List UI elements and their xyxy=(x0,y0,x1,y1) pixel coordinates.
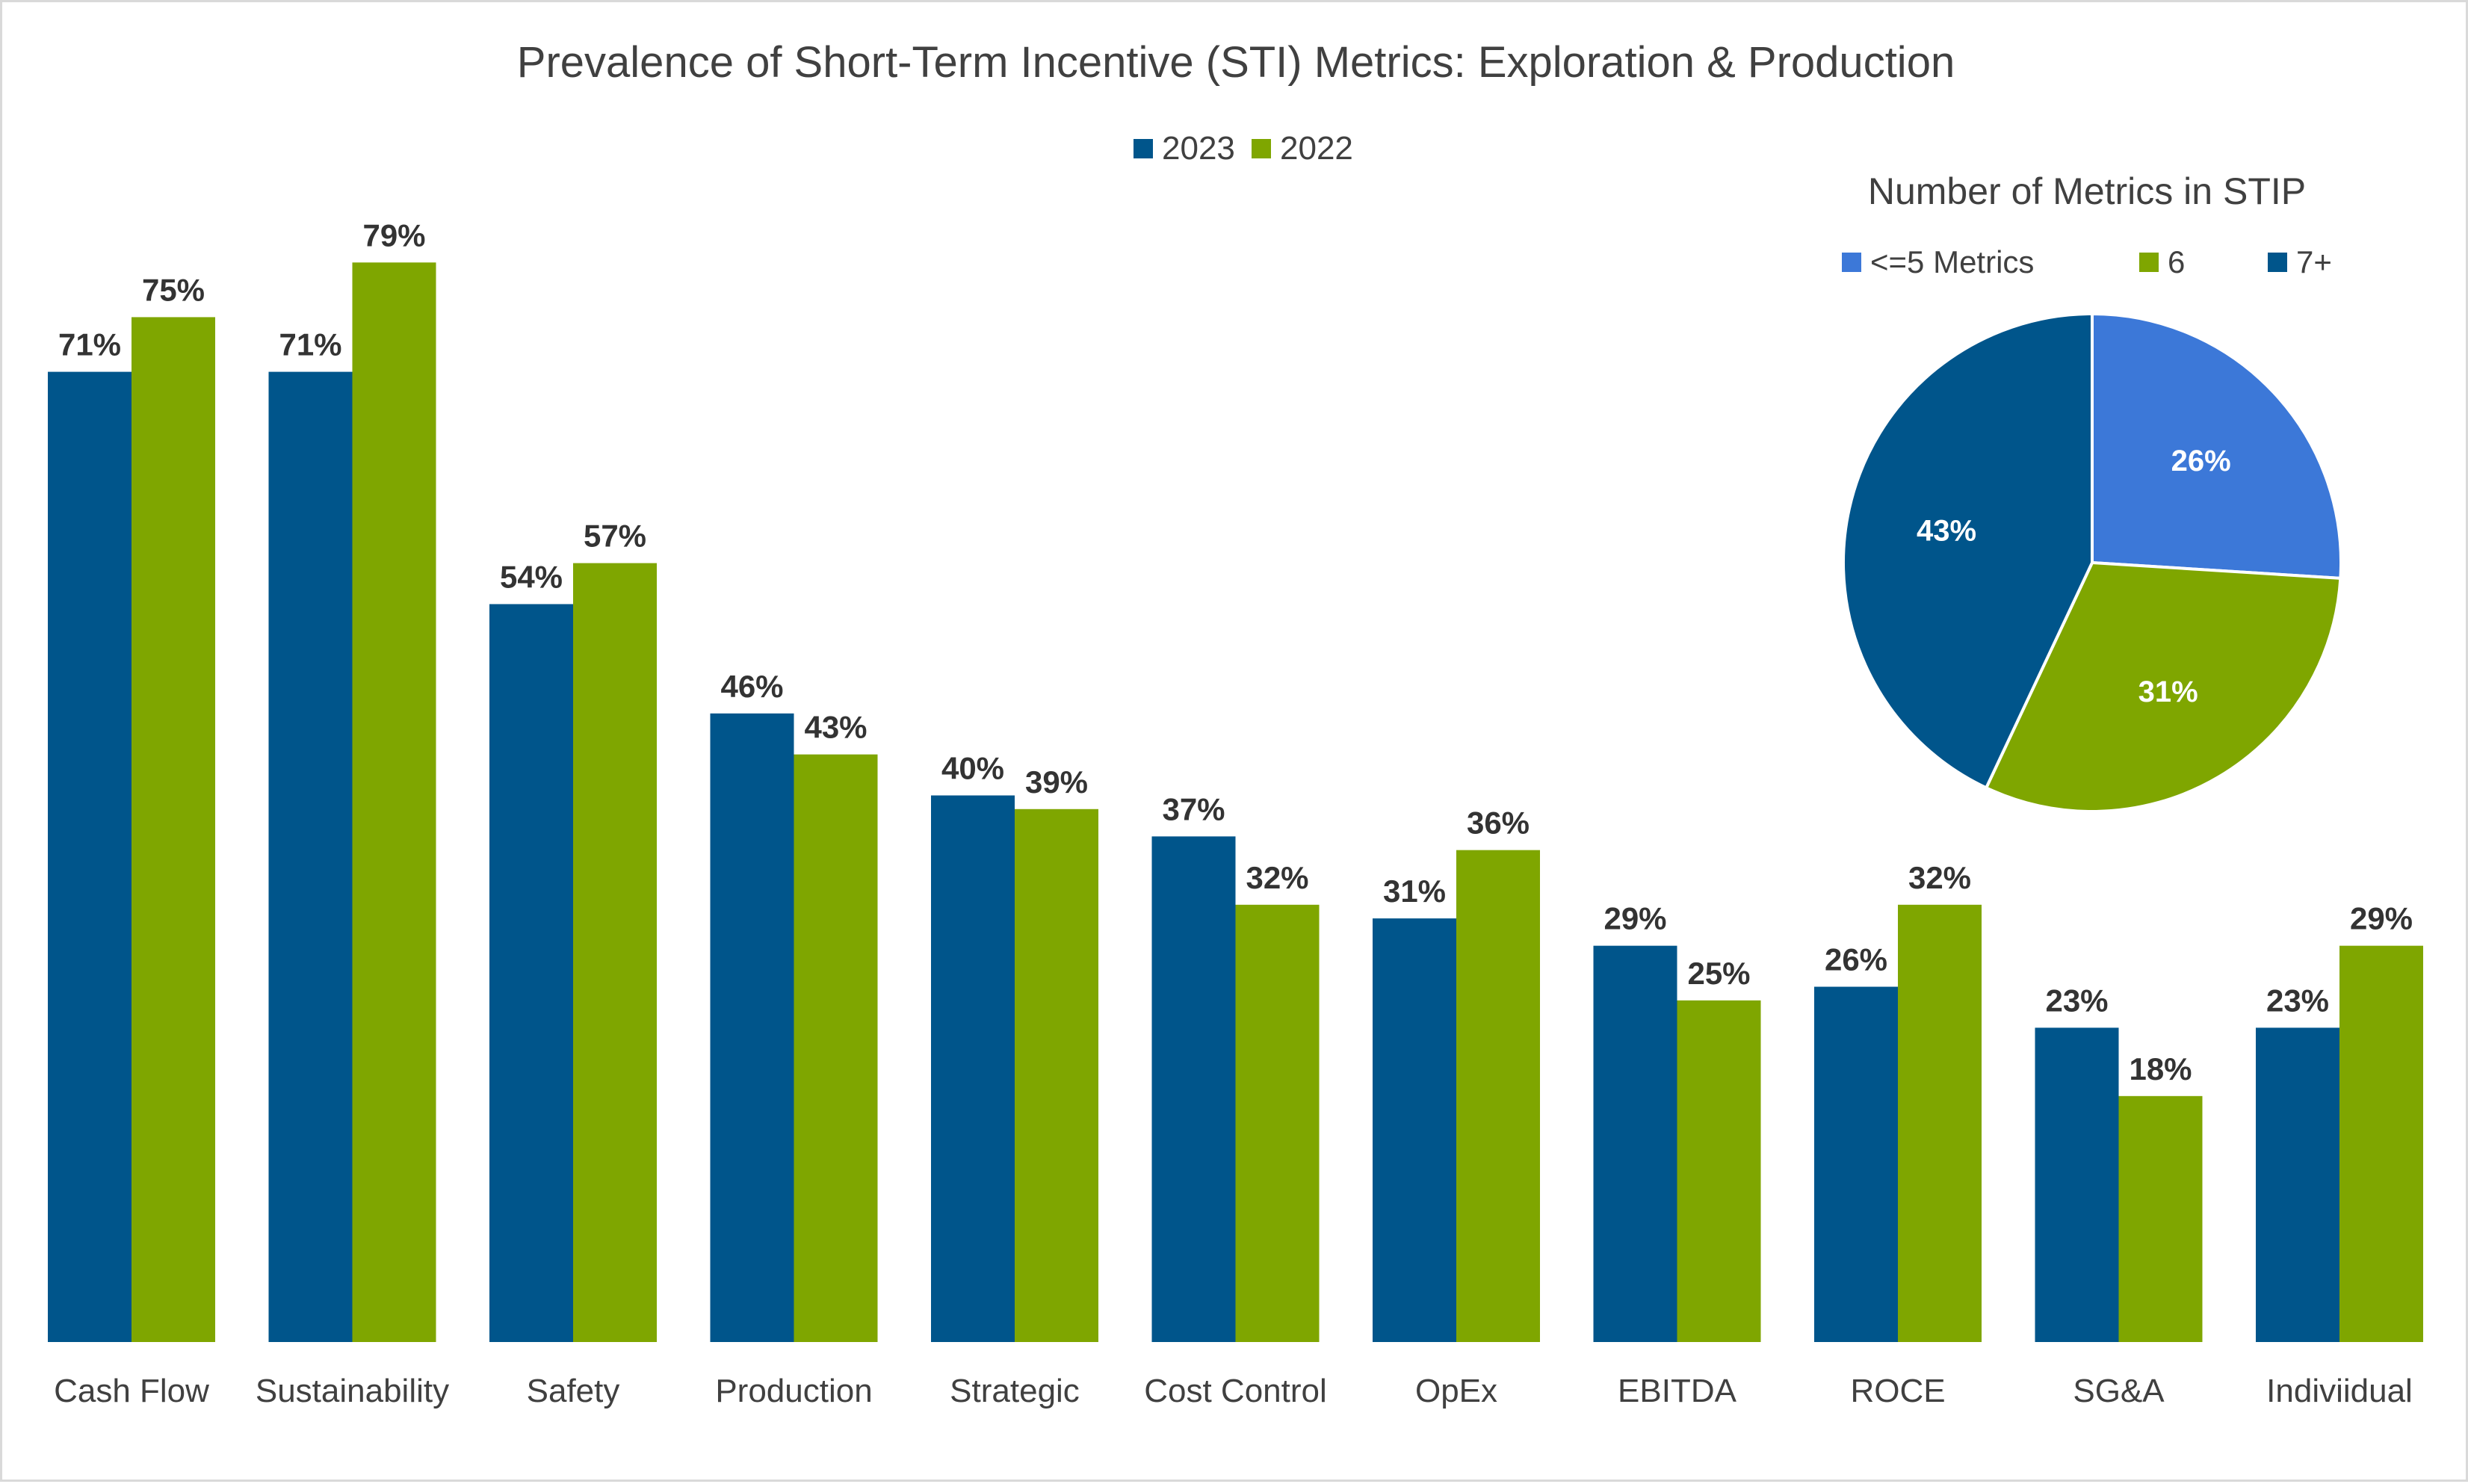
pie-slice-5-metrics xyxy=(2091,312,2342,581)
value-label-2022-safety: 57% xyxy=(584,519,646,554)
category-label-cost-control: Cost Control xyxy=(1144,1373,1327,1409)
bar-2022-production xyxy=(794,754,878,1342)
pie-legend-label-7: 7+ xyxy=(2296,244,2332,279)
bar-2022-ebitda xyxy=(1677,1000,1761,1342)
value-label-2023-ebitda: 29% xyxy=(1603,901,1666,936)
value-label-2022-ebitda: 25% xyxy=(1687,956,1750,991)
pie-legend-label-5-metrics: <=5 Metrics xyxy=(1870,244,2034,279)
category-label-production: Production xyxy=(715,1373,872,1409)
bar-2023-indiviidual xyxy=(2256,1027,2339,1342)
bar-2023-strategic xyxy=(931,795,1015,1342)
bar-series-group xyxy=(48,262,2423,1343)
chart-title: Prevalence of Short-Term Incentive (STI)… xyxy=(517,38,1955,87)
bar-2023-production xyxy=(710,713,794,1342)
pie-title: Number of Metrics in STIP xyxy=(1868,170,2306,212)
bar-2023-safety xyxy=(489,604,573,1342)
category-label-sg-a: SG&A xyxy=(2073,1373,2165,1409)
value-label-2022-strategic: 39% xyxy=(1025,764,1088,800)
bar-2022-roce xyxy=(1898,904,1982,1342)
category-label-opex: OpEx xyxy=(1415,1373,1497,1409)
bar-2022-indiviidual xyxy=(2339,945,2423,1342)
bar-2023-sustainability xyxy=(268,371,353,1342)
value-label-2023-cost-control: 37% xyxy=(1162,791,1225,826)
value-label-2022-cash-flow: 75% xyxy=(142,272,205,307)
category-labels: Cash Flow Sustainability Safety Production S… xyxy=(54,1373,2413,1409)
value-label-2022-cost-control: 32% xyxy=(1246,860,1308,895)
legend-swatch-2022 xyxy=(1252,139,1271,158)
bar-2023-cash-flow xyxy=(48,371,132,1342)
category-label-ebitda: EBITDA xyxy=(1618,1373,1737,1409)
bar-2022-safety xyxy=(573,563,657,1342)
value-label-2022-roce: 32% xyxy=(1908,860,1971,895)
value-label-2023-sustainability: 71% xyxy=(279,327,341,362)
bar-legend: 2023 2022 xyxy=(1134,130,1353,167)
category-label-sustainability: Sustainability xyxy=(256,1373,449,1409)
bar-2023-sg-a xyxy=(2035,1027,2119,1342)
legend-label-2023: 2023 xyxy=(1162,130,1235,167)
pie-legend-swatch-6 xyxy=(2139,253,2159,272)
value-label-2022-sustainability: 79% xyxy=(362,217,425,253)
pie-legend-label-6: 6 xyxy=(2168,244,2185,279)
bar-2022-sustainability xyxy=(352,262,436,1343)
pie-value-label-5-metrics: 26% xyxy=(2171,445,2231,477)
pie-legend-swatch-5-metrics xyxy=(1842,253,1861,272)
value-label-2023-strategic: 40% xyxy=(941,751,1004,786)
pie-value-label-6: 31% xyxy=(2138,675,2198,708)
value-label-2023-safety: 54% xyxy=(500,559,563,594)
value-label-2022-production: 43% xyxy=(804,710,867,745)
value-label-2023-roce: 26% xyxy=(1825,942,1887,977)
category-label-indiviidual: Indiviidual xyxy=(2266,1373,2413,1409)
bar-2022-sg-a xyxy=(2118,1095,2203,1342)
bar-2022-strategic xyxy=(1015,809,1098,1342)
value-label-2022-indiviidual: 29% xyxy=(2350,901,2413,936)
value-label-2023-production: 46% xyxy=(720,669,783,704)
bar-2022-opex xyxy=(1456,850,1540,1342)
legend-swatch-2023 xyxy=(1134,139,1153,158)
bar-2022-cost-control xyxy=(1235,904,1320,1342)
category-label-roce: ROCE xyxy=(1850,1373,1945,1409)
value-label-2022-sg-a: 18% xyxy=(2129,1051,2192,1086)
category-label-cash-flow: Cash Flow xyxy=(54,1373,209,1409)
pie-value-labels: 26% 31% 43% xyxy=(1917,445,2231,708)
category-label-safety: Safety xyxy=(527,1373,620,1409)
category-label-strategic: Strategic xyxy=(950,1373,1080,1409)
value-label-2023-opex: 31% xyxy=(1383,874,1446,909)
bar-2022-cash-flow xyxy=(132,317,215,1342)
value-label-2022-opex: 36% xyxy=(1467,806,1530,841)
value-label-2023-sg-a: 23% xyxy=(2045,983,2108,1018)
legend-label-2022: 2022 xyxy=(1280,130,1353,167)
bar-2023-ebitda xyxy=(1593,945,1677,1342)
pie-slice-7 xyxy=(1842,312,2094,790)
bar-value-labels: 71% 75% 71% 79% 54% 57% 46% 43% 40% 39% 37% 32% 31% 3… xyxy=(58,217,2413,1086)
bar-2023-cost-control xyxy=(1151,836,1236,1342)
pie-slice-6 xyxy=(1984,560,2342,813)
pie-slices xyxy=(1842,312,2342,813)
bar-2023-opex xyxy=(1373,918,1456,1342)
pie-legend-swatch-7 xyxy=(2268,253,2287,272)
value-label-2023-indiviidual: 23% xyxy=(2266,983,2329,1018)
bar-2023-roce xyxy=(1814,986,1898,1342)
pie-value-label-7: 43% xyxy=(1917,514,1976,547)
pie-legend: <=5 Metrics 6 7+ xyxy=(1842,244,2332,279)
value-label-2023-cash-flow: 71% xyxy=(58,327,121,362)
